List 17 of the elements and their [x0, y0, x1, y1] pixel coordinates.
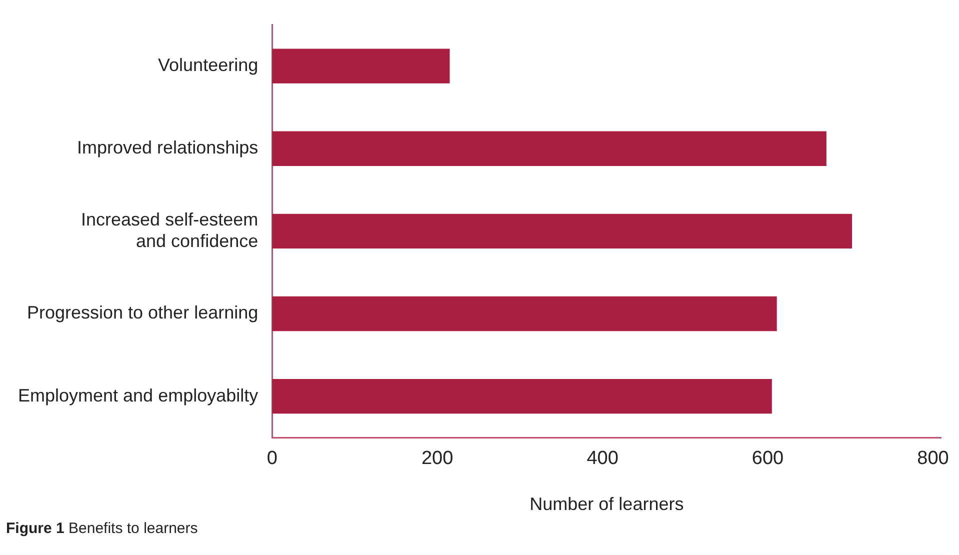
y-tick-label: Employment and employabilty	[18, 385, 258, 406]
bar	[272, 296, 777, 332]
x-tick-label: 0	[266, 448, 278, 470]
y-tick-label: Increased self-esteem and confidence	[81, 209, 258, 251]
x-tick-label: 200	[421, 448, 454, 470]
bar	[272, 378, 772, 414]
bar	[272, 48, 450, 84]
x-tick-label: 600	[752, 448, 784, 470]
y-tick-label: Volunteering	[158, 55, 258, 76]
y-tick-label: Improved relationships	[77, 138, 258, 158]
x-tick-label: 800	[917, 448, 949, 470]
y-tick-label: Progression to other learning	[26, 302, 258, 323]
x-tick-label: 400	[586, 448, 618, 470]
caption: Figure 1 Benefits to learners	[6, 520, 198, 537]
bar	[272, 214, 852, 249]
bar	[272, 131, 826, 166]
x-axis-title: Number of learners	[530, 494, 684, 514]
